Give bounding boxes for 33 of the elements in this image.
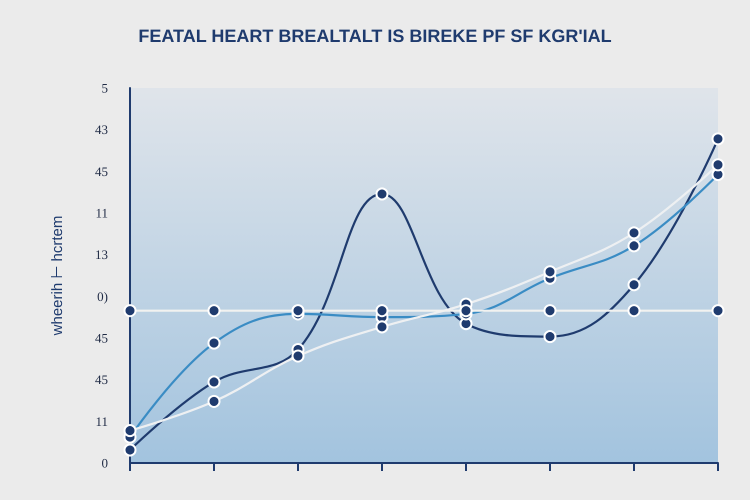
point: [628, 226, 640, 240]
point: [712, 304, 724, 318]
point: [628, 278, 640, 292]
chart-title: FEATAL HEART BREALTALT IS BIREKE PF SF KGR'IAL: [138, 26, 612, 46]
point: [628, 304, 640, 318]
category-label: 0: [102, 456, 108, 470]
point: [376, 304, 388, 318]
category-label: 13: [95, 247, 108, 262]
point: [124, 444, 136, 457]
category-label: 45: [95, 372, 108, 388]
point: [292, 304, 304, 318]
point: [124, 424, 136, 438]
point: [544, 265, 556, 278]
category-label: 45: [95, 164, 108, 179]
category-label: 0): [97, 288, 108, 304]
point: [544, 330, 556, 344]
point: [292, 350, 304, 363]
point: [208, 394, 220, 408]
point: [208, 304, 220, 318]
point: [712, 132, 724, 146]
y-axis-title: wheerih ⊢ hcrtem: [49, 216, 66, 336]
point: [376, 187, 388, 200]
category-label: 11: [95, 414, 108, 429]
category-label: 5: [102, 80, 108, 96]
category-label: 45: [95, 330, 108, 346]
point: [712, 158, 724, 172]
point: [208, 375, 220, 388]
category-label: 11: [95, 206, 108, 220]
category-label: 43: [95, 122, 108, 138]
point: [544, 304, 556, 318]
point: [460, 304, 472, 318]
point: [376, 320, 388, 334]
point: [124, 304, 136, 318]
